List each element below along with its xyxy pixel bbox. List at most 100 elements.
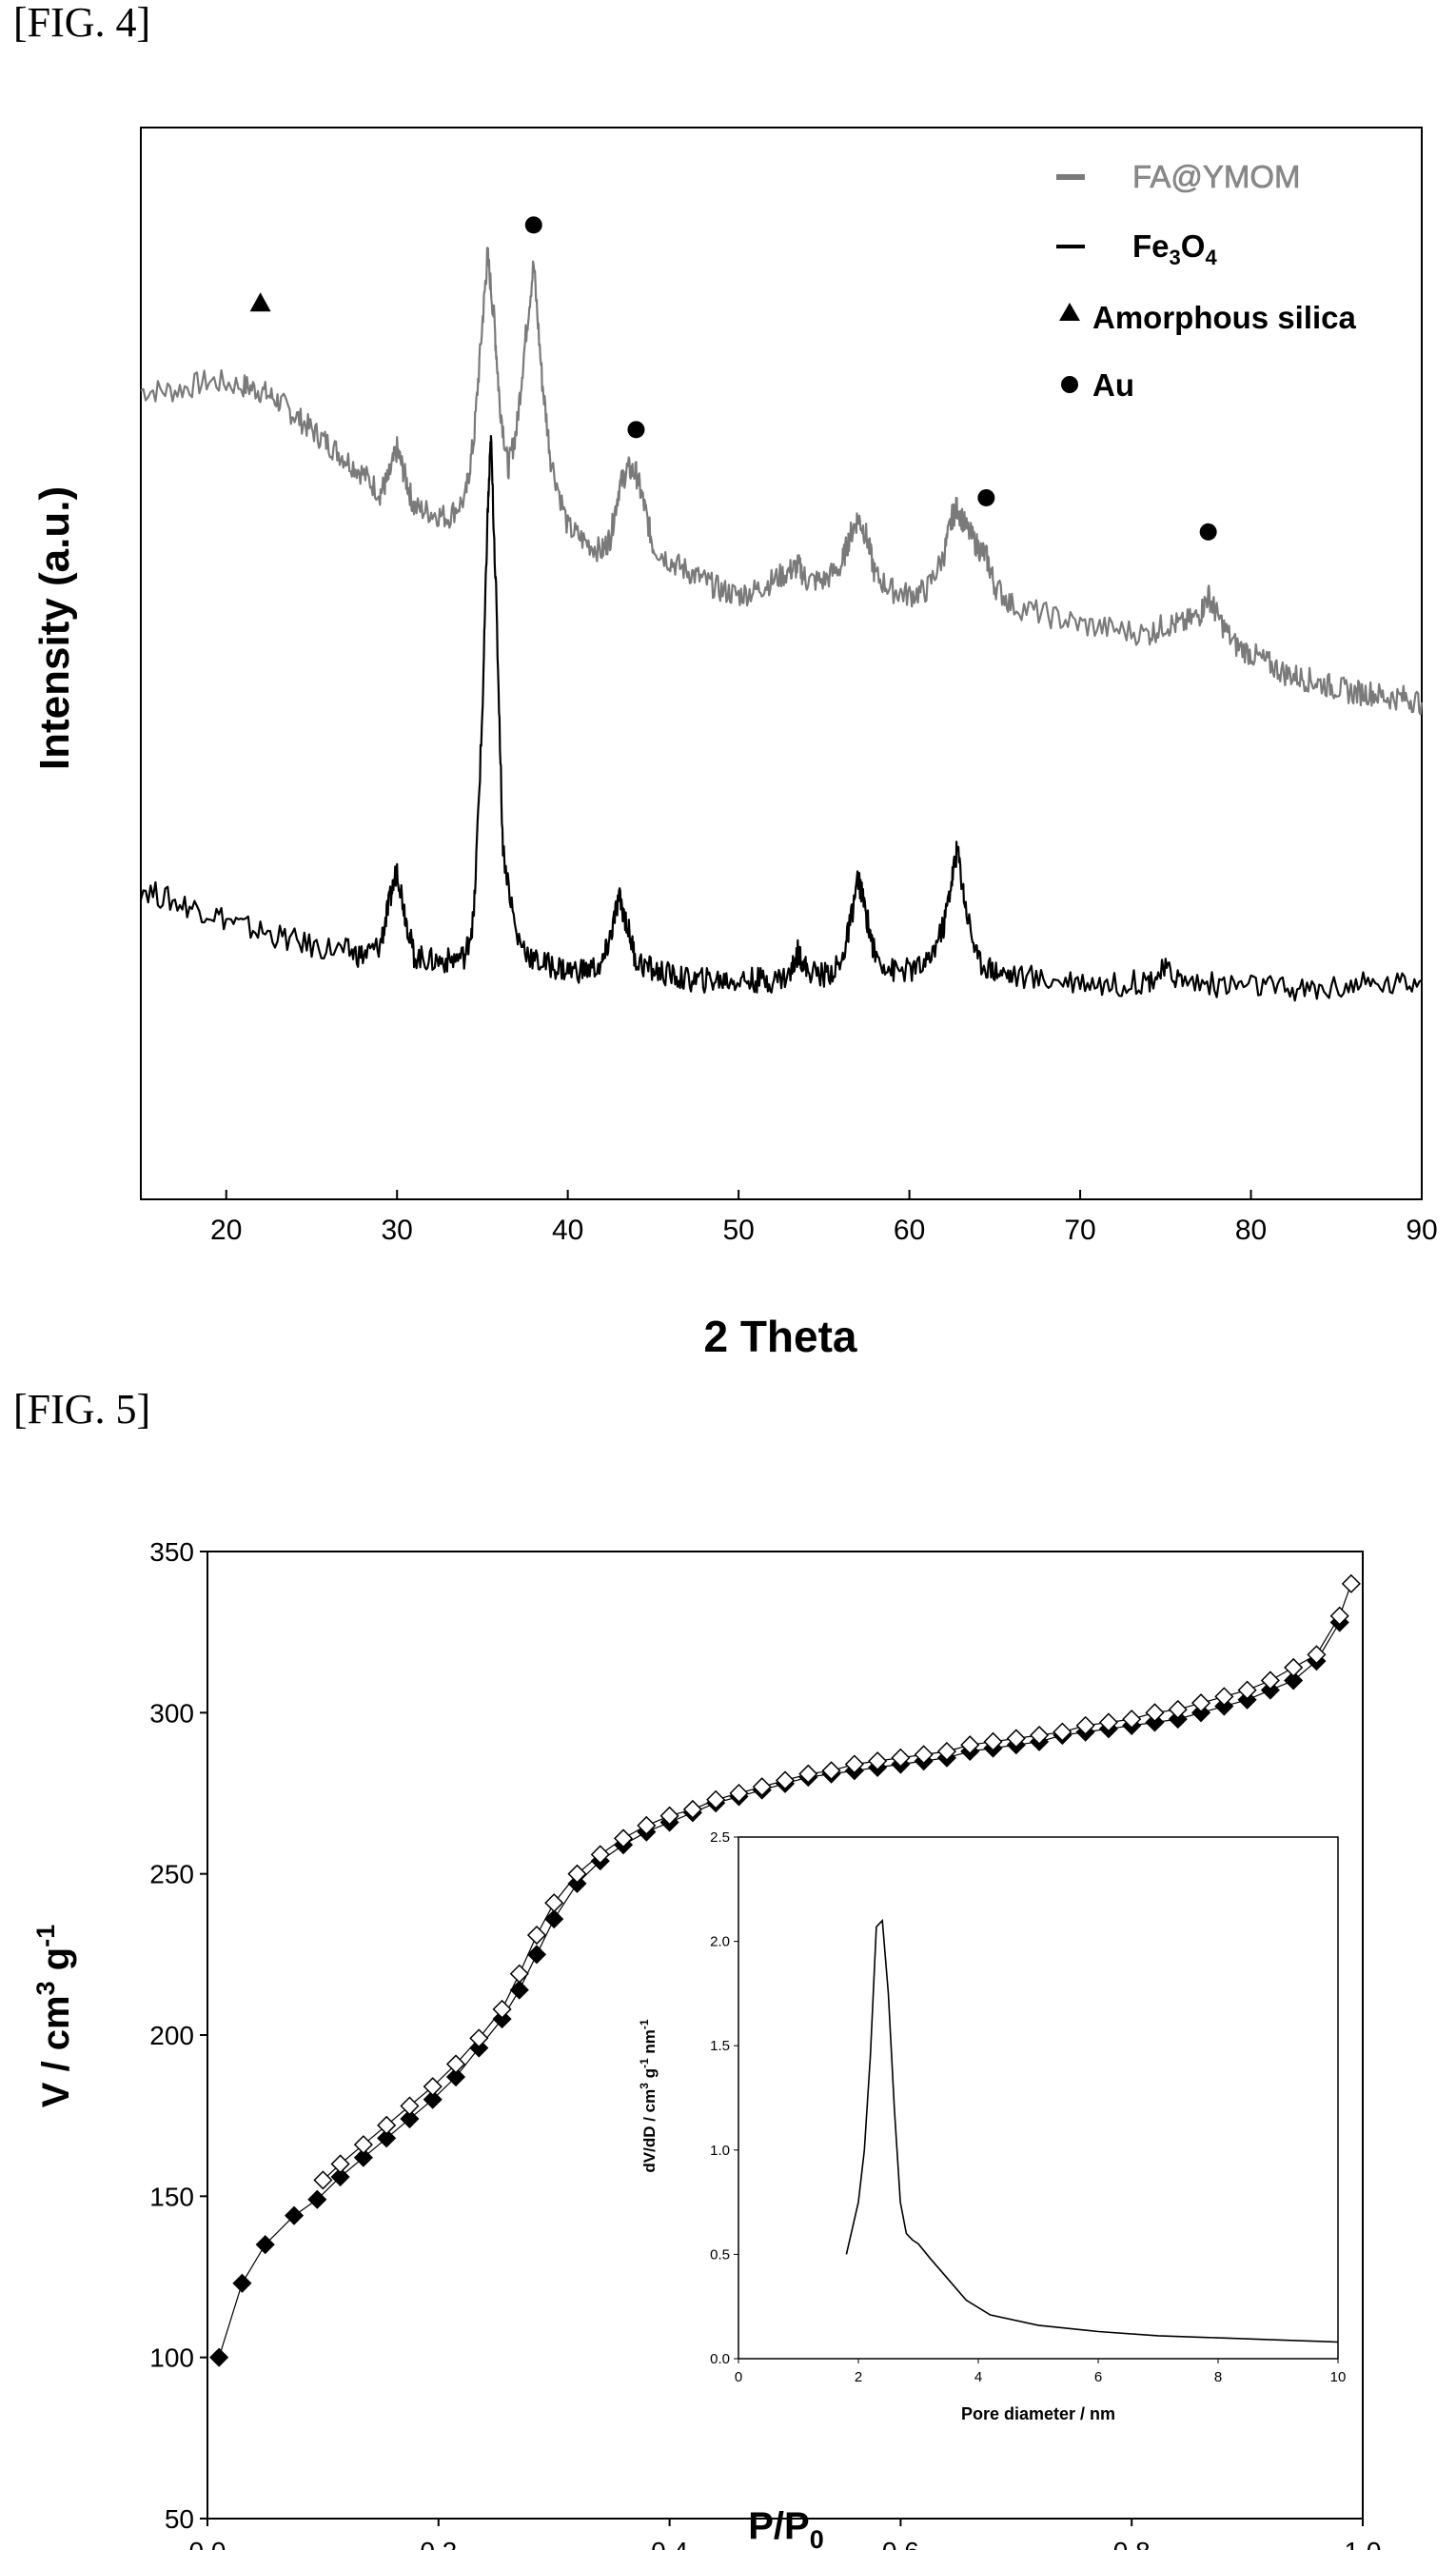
isotherm-y-tick-label: 50 (165, 2504, 194, 2534)
adsorption-point (1190, 1703, 1211, 1723)
inset-x-axis-label: Pore diameter / nm (961, 2404, 1115, 2423)
xrd-x-tick-label: 90 (1406, 1215, 1437, 1246)
desorption-point (544, 1893, 564, 1913)
adsorption-point (353, 2147, 373, 2167)
isotherm-x-ticks: 0.0 0.2 0.4 0.6 0.8 1.0 (189, 2519, 1381, 2550)
adsorption-point (377, 2128, 397, 2148)
inset-y-ticks: 0.0 0.5 1.0 1.5 2.0 2.5 (710, 1829, 738, 2367)
au-peak-marker (977, 488, 995, 506)
isotherm-y-tick-label: 300 (149, 1698, 194, 1728)
xrd-x-ticks: 20 30 40 50 60 70 80 90 (210, 1190, 1438, 1246)
desorption-point (729, 1783, 749, 1804)
desorption-point (400, 2096, 420, 2116)
desorption-point (891, 1748, 911, 1768)
desorption-point (353, 2135, 373, 2155)
inset-y-tick-label: 1.5 (710, 2038, 730, 2054)
desorption-point (1168, 1699, 1188, 1720)
inset-y-axis-label: dV/dD / cm3 g-1 nm-1 (638, 2019, 659, 2173)
adsorption-point (445, 2066, 466, 2087)
isotherm-x-tick-label: 0.2 (420, 2537, 457, 2550)
legend-triangle-icon (1059, 303, 1080, 321)
xrd-x-tick-label: 80 (1235, 1215, 1267, 1246)
desorption-point (613, 1828, 634, 1848)
xrd-series-line (139, 435, 1423, 1002)
figure-4-label: [FIG. 4] (13, 0, 151, 46)
inset-x-tick-label: 4 (974, 2369, 982, 2385)
au-peak-marker (627, 421, 645, 439)
desorption-point (526, 1925, 547, 1946)
adsorption-point (544, 1909, 564, 1929)
desorption-point (445, 2054, 466, 2074)
desorption-point (1030, 1725, 1050, 1746)
desorption-point (1075, 1715, 1095, 1735)
adsorption-point (1237, 1690, 1257, 1710)
desorption-point (1098, 1712, 1118, 1732)
desorption-point (706, 1789, 726, 1809)
adsorption-point (400, 2108, 420, 2129)
inset-series (845, 1918, 1339, 2343)
xrd-markers-group (249, 216, 1217, 541)
xrd-x-tick-label: 70 (1064, 1215, 1095, 1246)
pore-distribution-line (845, 1918, 1339, 2343)
legend-circle-icon (1061, 376, 1078, 393)
isotherm-x-tick-label: 0.8 (1113, 2537, 1151, 2550)
desorption-point (659, 1806, 679, 1826)
desorption-point (1190, 1693, 1211, 1713)
desorption-point (313, 2170, 333, 2190)
adsorption-point (1284, 1670, 1304, 1690)
adsorption-point (509, 1980, 529, 2000)
desorption-point (914, 1745, 934, 1765)
adsorption-point (492, 2009, 512, 2029)
xrd-x-tick-label: 50 (722, 1215, 754, 1246)
desorption-point (1053, 1722, 1072, 1742)
desorption-point (682, 1799, 702, 1819)
desorption-point (469, 2028, 489, 2048)
au-peak-marker (1199, 523, 1217, 541)
adsorption-point (284, 2205, 305, 2225)
inset-y-tick-label: 0.0 (710, 2351, 730, 2367)
legend-fe3o4-label: Fe3O4 (1132, 228, 1217, 269)
desorption-point (423, 2077, 443, 2097)
xrd-chart: 20 30 40 50 60 70 80 90 FA@YMOM Fe3O4 Amorphous… (31, 127, 1438, 1361)
inset-plot-frame (738, 1836, 1339, 2360)
desorption-point (377, 2115, 397, 2135)
legend-au-label: Au (1092, 367, 1134, 403)
inset-x-ticks: 0 2 4 6 8 10 (735, 2359, 1346, 2385)
isotherm-y-ticks: 50 100 150 200 250 300 350 (149, 1537, 207, 2534)
xrd-series-line (140, 247, 1424, 716)
isotherm-y-tick-label: 250 (149, 1860, 194, 1889)
inset-y-tick-label: 0.5 (710, 2246, 730, 2263)
desorption-point (567, 1864, 587, 1884)
xrd-x-tick-label: 20 (210, 1215, 242, 1246)
inset-x-tick-label: 2 (855, 2369, 862, 2385)
isotherm-y-tick-label: 150 (149, 2182, 194, 2211)
adsorption-point (469, 2038, 489, 2058)
desorption-point (1260, 1670, 1280, 1690)
isotherm-y-tick-label: 350 (149, 1537, 194, 1567)
adsorption-point (526, 1945, 547, 1965)
adsorption-point (307, 2189, 327, 2209)
desorption-point (1214, 1687, 1234, 1707)
desorption-point (868, 1751, 888, 1771)
xrd-series-group (139, 247, 1424, 1002)
desorption-point (1307, 1645, 1327, 1665)
inset-x-tick-label: 0 (735, 2369, 742, 2385)
isotherm-x-tick-label: 0.4 (651, 2537, 688, 2550)
amorphous-silica-marker (249, 292, 271, 312)
desorption-point (1284, 1657, 1304, 1677)
figure-5-label: [FIG. 5] (13, 1386, 151, 1433)
isotherm-y-tick-label: 200 (149, 2021, 194, 2050)
isotherm-y-axis-label: V / cm3 g-1 (31, 1925, 77, 2107)
xrd-x-tick-label: 30 (382, 1215, 413, 1246)
desorption-point (775, 1770, 796, 1790)
desorption-point (590, 1845, 610, 1865)
xrd-x-tick-label: 40 (552, 1215, 583, 1246)
adsorption-point (209, 2347, 229, 2367)
adsorption-point (1145, 1712, 1165, 1732)
isotherm-points (209, 1573, 1361, 2367)
adsorption-point (1260, 1680, 1280, 1700)
inset-x-tick-label: 6 (1094, 2369, 1102, 2385)
adsorption-point (1168, 1710, 1188, 1730)
adsorption-point (567, 1873, 587, 1893)
xrd-x-axis-label: 2 Theta (703, 1312, 856, 1361)
